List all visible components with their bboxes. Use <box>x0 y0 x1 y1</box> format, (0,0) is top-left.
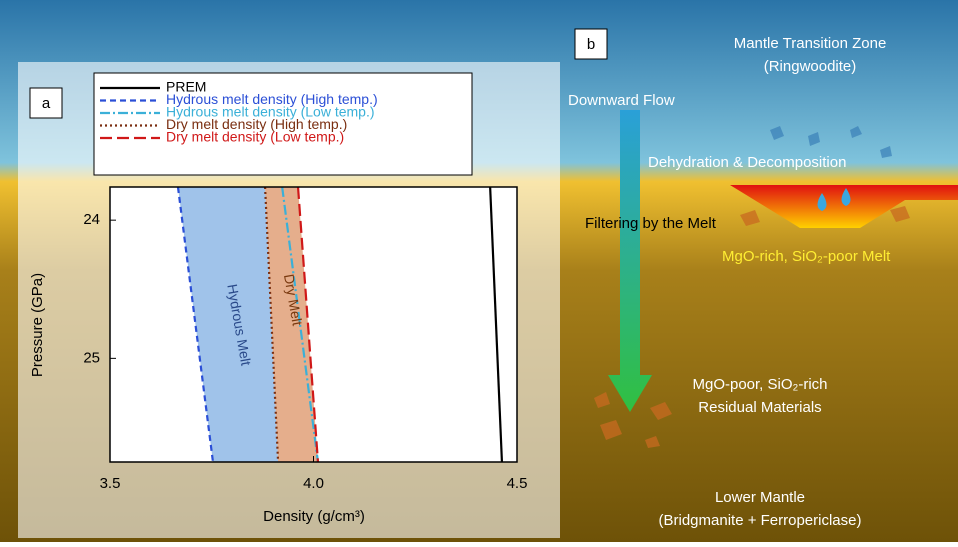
series-line <box>296 186 320 463</box>
label: Filtering by the Melt <box>585 215 717 232</box>
series-line <box>263 186 280 463</box>
panel-label-box <box>574 28 608 60</box>
y-tick-label: 25 <box>83 349 100 366</box>
residual-particles <box>594 206 910 448</box>
flow-arrow <box>608 110 652 412</box>
label: Mantle Transition Zone <box>734 35 887 52</box>
label: MgO-rich, SiO₂-poor Melt <box>722 248 891 265</box>
y-tick-label: 24 <box>83 211 100 228</box>
x-axis-label: Density (g/cm³) <box>263 508 365 525</box>
x-tick-label: 4.5 <box>507 475 528 492</box>
melt-pool <box>730 185 958 228</box>
label: Downward Flow <box>568 92 675 109</box>
panel-label: a <box>42 95 51 112</box>
label: Dehydration & Decomposition <box>648 154 846 171</box>
particles <box>770 126 892 158</box>
droplet <box>841 188 851 206</box>
legend-label: Dry melt density (Low temp.) <box>166 129 344 145</box>
panel-label-box <box>29 87 63 119</box>
legend-label: PREM <box>166 79 206 95</box>
label: (Ringwoodite) <box>764 58 857 75</box>
dry-region <box>265 187 318 462</box>
legend-label: Dry melt density (High temp.) <box>166 116 347 132</box>
x-tick-label: 3.5 <box>100 475 121 492</box>
legend-label: Hydrous melt density (Low temp.) <box>166 104 375 120</box>
label: MgO-poor, SiO₂-rich <box>692 376 827 393</box>
series-line <box>176 186 215 463</box>
series-line <box>489 186 504 463</box>
label: (Bridgmanite + Ferropericlase) <box>659 512 862 529</box>
y-axis-label: Pressure (GPa) <box>29 273 46 377</box>
legend-label: Hydrous melt density (High temp.) <box>166 91 378 107</box>
panel-label: b <box>587 36 595 53</box>
legend <box>93 72 473 176</box>
droplet <box>817 193 827 211</box>
label: Lower Mantle <box>715 489 805 506</box>
x-tick-label: 4.0 <box>303 475 324 492</box>
hydrous-region <box>177 187 279 462</box>
label: Residual Materials <box>698 399 821 416</box>
